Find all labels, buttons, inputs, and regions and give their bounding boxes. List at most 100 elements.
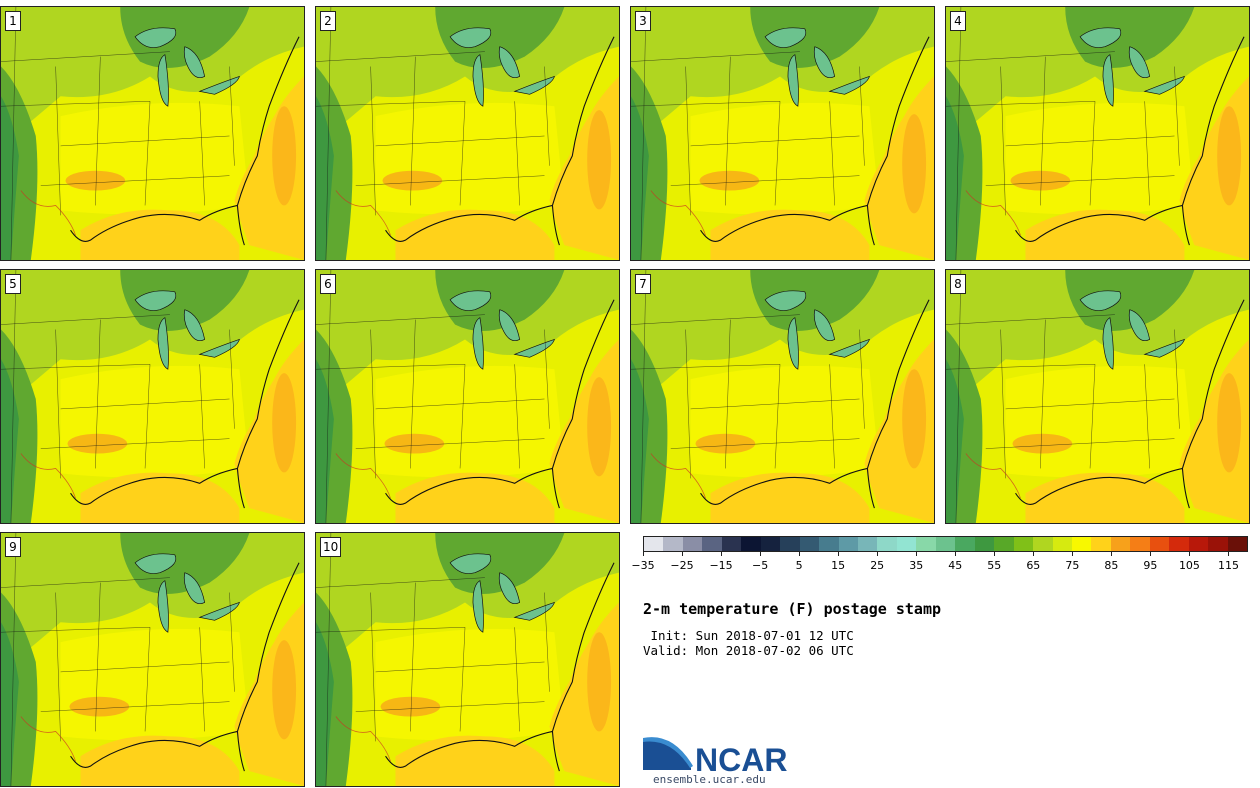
colorbar-swatch xyxy=(935,537,956,551)
map-panel: 2 xyxy=(315,6,620,261)
lake-michigan xyxy=(1102,317,1114,370)
map-panel: 1 xyxy=(0,6,305,261)
colorbar-swatch xyxy=(1071,537,1092,551)
colorbar-swatch xyxy=(663,537,683,551)
gulf-of-mexico xyxy=(395,472,555,523)
map-panel: 3 xyxy=(630,6,935,261)
temperature-map xyxy=(1,7,304,260)
state-borders xyxy=(1,533,235,786)
colorbar-tick xyxy=(1189,552,1191,556)
colorbar-tick xyxy=(1150,552,1152,556)
logo-arc xyxy=(643,737,693,768)
map-panel: 8 xyxy=(945,269,1250,524)
temperature-map xyxy=(316,7,619,260)
state-borders xyxy=(316,7,550,260)
hot-spot xyxy=(902,114,927,214)
lake-huron xyxy=(1128,309,1151,342)
colorbar-tick-label: 85 xyxy=(1104,559,1119,572)
colorbar-swatch xyxy=(819,537,839,551)
temperature-map xyxy=(1,533,304,786)
colorbar-swatch xyxy=(857,537,878,551)
colorbar-tick-label: 75 xyxy=(1065,559,1080,572)
panel-label: 9 xyxy=(5,537,21,557)
state-borders xyxy=(1,270,235,523)
state-borders xyxy=(631,7,865,260)
coastline xyxy=(70,562,300,772)
hot-spot xyxy=(1217,373,1242,473)
lake-michigan xyxy=(472,317,484,370)
warm-zone xyxy=(690,365,880,478)
gulf-of-mexico xyxy=(80,472,240,523)
state-borders xyxy=(1,7,235,260)
lake-erie xyxy=(198,601,240,621)
lake-superior xyxy=(764,27,807,48)
mountains xyxy=(316,96,334,260)
warm-zone xyxy=(60,628,250,741)
temperature-colorbar xyxy=(643,536,1248,552)
hot-spot xyxy=(587,110,612,210)
temperature-map xyxy=(946,7,1249,260)
lake-superior xyxy=(449,290,492,311)
cool-zone xyxy=(946,270,1249,409)
colorbar-tick-label: −5 xyxy=(751,559,769,572)
state-borders xyxy=(946,7,1180,260)
warm-zone xyxy=(1005,365,1195,478)
temperature-map xyxy=(316,533,619,786)
lake-erie xyxy=(513,601,555,621)
colorbar-swatch xyxy=(760,537,781,551)
lake-huron xyxy=(498,309,521,342)
colorbar-tick xyxy=(760,552,762,556)
colorbar-tick xyxy=(1228,552,1230,556)
cool-zone xyxy=(316,533,619,672)
lake-michigan xyxy=(1102,54,1114,107)
coastline xyxy=(385,562,615,772)
map-panel: 10 xyxy=(315,532,620,787)
colorbar-swatch xyxy=(644,537,664,551)
hot-spot xyxy=(272,106,297,206)
mountains xyxy=(1,96,19,260)
map-panel: 7 xyxy=(630,269,935,524)
colorbar-tick xyxy=(1033,552,1035,556)
ncar-logo: NCAR xyxy=(643,737,787,777)
map-panel: 5 xyxy=(0,269,305,524)
valid-time: Valid: Mon 2018-07-02 06 UTC xyxy=(643,643,854,658)
colorbar-tick-label: 5 xyxy=(795,559,803,572)
gulf-of-mexico xyxy=(710,472,870,523)
hot-spot xyxy=(695,433,756,454)
warm-zone xyxy=(1005,102,1195,215)
lake-huron xyxy=(813,46,836,79)
warm-zone xyxy=(60,365,250,478)
red-river xyxy=(20,453,76,499)
mountains xyxy=(1,622,19,786)
colorbar-tick xyxy=(1072,552,1074,556)
temperature-map xyxy=(1,270,304,523)
coastline xyxy=(700,299,930,509)
warm-zone xyxy=(690,102,880,215)
lake-erie xyxy=(198,75,240,95)
cool-zone xyxy=(316,7,619,146)
lake-erie xyxy=(513,75,555,95)
hot-spot xyxy=(67,433,128,454)
hot-spot xyxy=(1012,433,1073,454)
run-info: Init: Sun 2018-07-01 12 UTC Valid: Mon 2… xyxy=(643,628,854,658)
coastline xyxy=(700,36,930,246)
colorbar-tick xyxy=(799,552,801,556)
colorbar-ticks: −35 −25 −15 −5 5 15 25 35 45 55 65 75 85 95 105 115 xyxy=(631,552,1248,576)
temperature-map xyxy=(946,270,1249,523)
logo-text: NCAR xyxy=(695,742,787,777)
colorbar-swatch xyxy=(1169,537,1189,551)
colorbar-swatch xyxy=(702,537,722,551)
red-river xyxy=(335,716,391,762)
colorbar-swatch xyxy=(799,537,820,551)
lake-huron xyxy=(498,572,521,605)
cool-zone xyxy=(1,270,304,409)
coastline xyxy=(70,299,300,509)
colorbar-tick-label: 35 xyxy=(909,559,924,572)
colorbar-swatch xyxy=(1052,537,1072,551)
state-borders xyxy=(316,270,550,523)
mountains xyxy=(946,96,964,260)
panel-label: 3 xyxy=(635,11,651,31)
lake-michigan xyxy=(157,580,169,633)
colorbar-swatch xyxy=(955,537,975,551)
gulf-of-mexico xyxy=(395,209,555,260)
